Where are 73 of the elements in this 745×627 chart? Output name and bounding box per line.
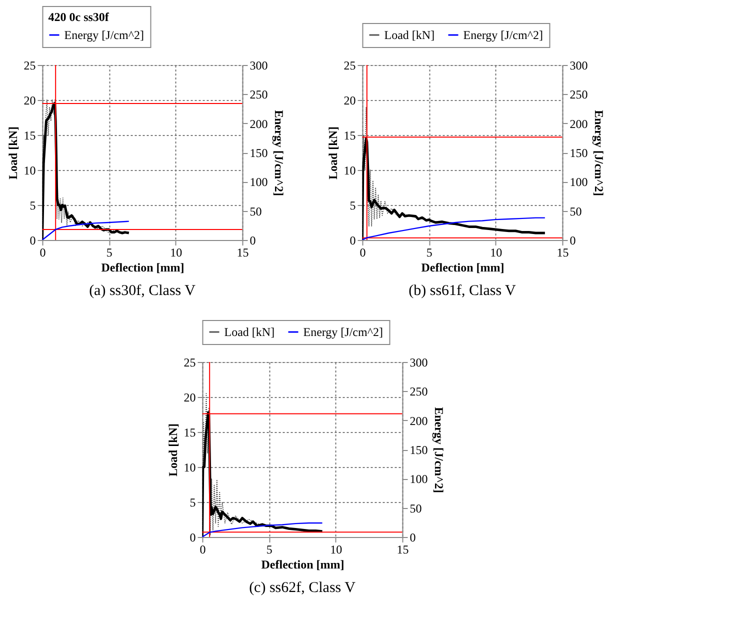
y2-tick-label: 0: [250, 234, 256, 248]
x-tick-label: 15: [556, 246, 569, 260]
y-tick-label: 25: [344, 58, 356, 72]
x-tick-label: 10: [490, 246, 502, 260]
x-tick-label: 0: [40, 246, 46, 260]
y-tick-label: 10: [344, 164, 356, 178]
y2-axis-title: Energy [J/cm^2]: [272, 110, 286, 196]
y2-tick-label: 150: [410, 443, 428, 457]
y-tick-label: 20: [184, 390, 196, 404]
x-tick-label: 5: [106, 246, 112, 260]
y-tick-label: 25: [24, 58, 36, 72]
y-tick-label: 15: [184, 426, 196, 440]
legend-label: Energy [J/cm^2]: [64, 28, 144, 42]
legend-label: Energy [J/cm^2]: [303, 325, 383, 339]
y-tick-label: 10: [184, 460, 196, 474]
legend-label: Load [kN]: [224, 325, 275, 339]
y2-tick-label: 250: [250, 88, 268, 102]
x-axis-title: Deflection [mm]: [261, 558, 344, 572]
y-axis-title: Load [kN]: [166, 423, 180, 477]
y-tick-label: 5: [350, 198, 356, 212]
y2-tick-label: 50: [570, 204, 582, 218]
x-tick-label: 10: [170, 246, 182, 260]
y2-tick-label: 200: [250, 116, 268, 131]
text: (b) ss61f, Class V: [408, 283, 516, 299]
y-tick-label: 5: [30, 198, 36, 212]
y2-tick-label: 0: [570, 234, 576, 248]
x-tick-label: 5: [266, 542, 272, 556]
text: (c) ss62f, Class V: [249, 580, 356, 596]
y-tick-label: 25: [184, 356, 196, 370]
y2-tick-label: 200: [410, 414, 428, 428]
line-series: [362, 217, 546, 240]
y-tick-label: 20: [344, 94, 356, 108]
x-tick-label: 0: [200, 542, 206, 556]
y2-tick-label: 0: [410, 530, 416, 544]
y-tick-label: 20: [24, 94, 36, 108]
y2-tick-label: 100: [250, 175, 268, 190]
line-series: [202, 522, 323, 537]
x-tick-label: 5: [426, 246, 432, 260]
text: (a) ss30f, Class V: [89, 283, 196, 299]
x-axis-title: Deflection [mm]: [421, 260, 504, 274]
y-tick-label: 10: [24, 164, 36, 178]
y2-tick-label: 300: [570, 58, 588, 72]
y-tick-label: 0: [190, 530, 196, 544]
y2-tick-label: 300: [410, 356, 428, 370]
y2-tick-label: 250: [410, 384, 428, 399]
y-tick-label: 0: [350, 234, 356, 248]
y-tick-label: 15: [344, 128, 356, 142]
x-axis-title: Deflection [mm]: [101, 260, 184, 274]
x-tick-label: 15: [236, 246, 249, 260]
y2-tick-label: 150: [570, 146, 588, 160]
y-tick-label: 5: [190, 496, 196, 510]
x-tick-label: 10: [330, 542, 342, 556]
y2-tick-label: 250: [570, 88, 588, 102]
y-tick-label: 0: [30, 234, 36, 248]
y2-axis-title: Energy [J/cm^2]: [592, 110, 606, 196]
y2-tick-label: 150: [250, 146, 268, 160]
x-tick-label: 15: [396, 542, 409, 556]
y2-tick-label: 50: [250, 204, 262, 218]
y2-tick-label: 100: [410, 472, 428, 486]
y-axis-title: Load [kN]: [6, 126, 20, 180]
legend-title: 420 0c ss30f: [48, 10, 110, 24]
line-series: [362, 137, 546, 240]
legend-label: Energy [J/cm^2]: [463, 28, 543, 42]
y2-tick-label: 200: [570, 116, 588, 131]
y-axis-title: Load [kN]: [326, 126, 340, 180]
y2-tick-label: 300: [250, 58, 268, 72]
legend-label: Load [kN]: [384, 28, 435, 42]
x-tick-label: 0: [360, 246, 366, 260]
y2-tick-label: 50: [410, 501, 422, 516]
y-tick-label: 15: [24, 128, 36, 142]
y2-tick-label: 100: [570, 175, 588, 190]
y2-axis-title: Energy [J/cm^2]: [432, 407, 446, 493]
line-series: [42, 220, 130, 240]
